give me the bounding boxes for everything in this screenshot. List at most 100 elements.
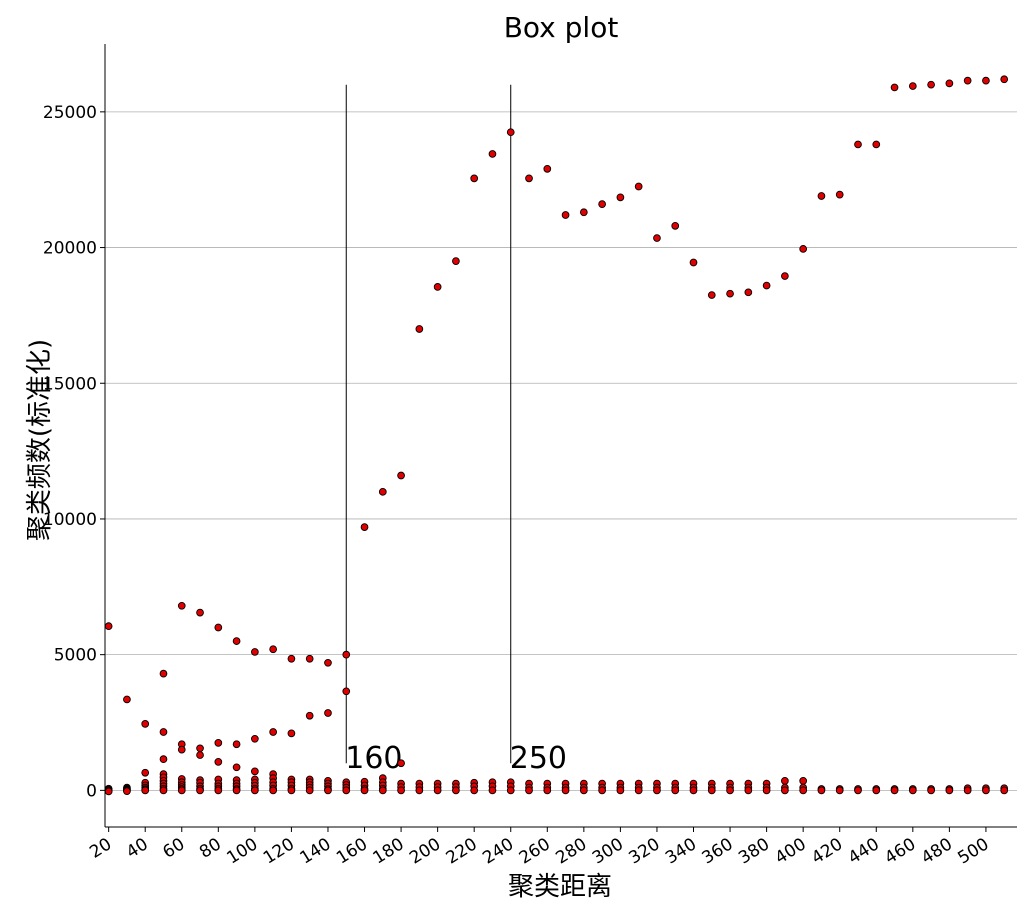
- data-point: [305, 654, 314, 663]
- data-point: [269, 645, 277, 654]
- data-point: [781, 272, 789, 280]
- data-point: [342, 687, 351, 696]
- x-tick-label: 320: [625, 834, 663, 868]
- data-point: [324, 709, 332, 717]
- data-point: [854, 140, 862, 149]
- data-point: [817, 192, 826, 200]
- data-point: [159, 728, 168, 736]
- data-point: [945, 79, 954, 88]
- data-point: [506, 786, 515, 795]
- data-point: [488, 786, 497, 795]
- data-point: [726, 786, 734, 795]
- data-point: [872, 786, 881, 795]
- data-point: [890, 83, 899, 92]
- data-point: [671, 786, 680, 795]
- data-point: [452, 786, 460, 795]
- x-tick-label: 180: [370, 834, 408, 868]
- data-point: [799, 245, 808, 253]
- data-point: [835, 786, 844, 795]
- data-point: [251, 648, 259, 656]
- data-point: [835, 190, 844, 199]
- data-point: [506, 128, 515, 137]
- data-point: [634, 786, 643, 795]
- y-ticks: 0 5000 10000 15000 20000 25000: [43, 103, 105, 801]
- data-point: [269, 728, 277, 736]
- data-point: [177, 745, 186, 754]
- x-tick-label: 220: [443, 834, 481, 868]
- data-point: [214, 786, 223, 795]
- data-point: [982, 786, 990, 795]
- x-tick-label: 440: [845, 834, 883, 868]
- data-point: [762, 786, 771, 795]
- y-tick-label: 5000: [54, 646, 97, 666]
- data-point: [653, 234, 661, 242]
- y-tick-label: 20000: [43, 239, 97, 259]
- data-point: [890, 786, 899, 795]
- data-point: [214, 739, 223, 747]
- data-point: [799, 786, 808, 795]
- data-point: [360, 523, 369, 531]
- data-point: [908, 82, 917, 90]
- data-point: [433, 786, 442, 795]
- data-point: [104, 787, 113, 796]
- data-point: [945, 786, 954, 795]
- data-point: [616, 786, 625, 795]
- data-point: [598, 786, 606, 795]
- x-tick-label: 420: [808, 834, 846, 868]
- data-point: [707, 786, 716, 795]
- data-point: [872, 140, 881, 149]
- x-tick-label: 60: [159, 834, 188, 862]
- data-point: [689, 786, 698, 795]
- data-point: [908, 786, 917, 795]
- data-point: [141, 786, 150, 795]
- x-tick-label: 140: [297, 834, 335, 868]
- data-point: [744, 288, 753, 297]
- data-point: [927, 786, 935, 795]
- data-point: [360, 786, 369, 795]
- data-point: [305, 786, 314, 795]
- data-point: [433, 283, 442, 291]
- data-point: [927, 80, 935, 89]
- data-point: [1000, 786, 1009, 795]
- data-point: [287, 654, 296, 663]
- data-point: [579, 786, 588, 795]
- x-axis-label: 聚类距离: [508, 872, 612, 902]
- data-point: [470, 786, 479, 795]
- data-point: [342, 650, 351, 659]
- grid-lines: [105, 111, 1017, 791]
- data-point: [470, 174, 479, 183]
- data-point: [781, 786, 789, 795]
- data-point: [305, 711, 314, 720]
- data-point: [378, 786, 387, 795]
- data-point: [561, 786, 570, 795]
- data-point: [251, 767, 259, 776]
- data-point: [707, 291, 716, 299]
- data-point: [781, 777, 789, 785]
- data-point: [214, 623, 223, 632]
- data-point: [123, 787, 131, 796]
- y-tick-label: 15000: [43, 374, 97, 394]
- x-tick-label: 80: [196, 834, 225, 862]
- data-point: [232, 786, 241, 795]
- data-point: [159, 786, 168, 795]
- data-point: [159, 669, 168, 678]
- x-tick-label: 480: [918, 834, 956, 868]
- data-point: [287, 786, 296, 795]
- y-tick-label: 10000: [43, 510, 97, 530]
- data-point: [287, 729, 296, 738]
- data-point: [196, 786, 204, 795]
- data-point: [799, 777, 808, 785]
- chart-title: Box plot: [504, 11, 619, 44]
- x-tick-label: 460: [881, 834, 919, 868]
- data-point: [543, 786, 552, 795]
- x-tick-label: 380: [735, 834, 773, 868]
- annotations: 160 250: [345, 84, 567, 776]
- data-point: [397, 759, 405, 768]
- data-point: [415, 786, 424, 795]
- data-point: [214, 758, 223, 766]
- data-point: [963, 786, 972, 795]
- data-point: [177, 601, 186, 610]
- data-point: [525, 174, 533, 183]
- annotation-label: 250: [510, 741, 567, 776]
- data-point: [251, 734, 259, 743]
